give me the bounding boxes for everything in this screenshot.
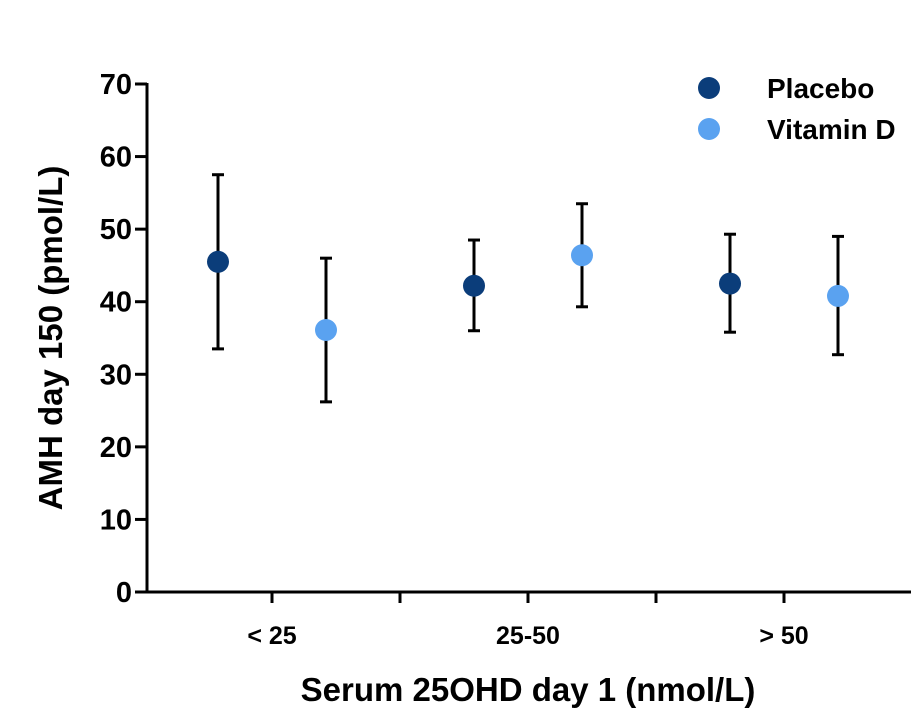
x-tick-label: < 25 (247, 622, 296, 650)
data-point (719, 272, 741, 295)
data-point (827, 284, 849, 307)
y-axis-title: AMH day 150 (pmol/L) (32, 166, 69, 511)
data-point (207, 250, 229, 273)
data-point-group (719, 232, 741, 334)
data-point (571, 244, 593, 267)
y-tick-label: 50 (100, 214, 132, 246)
y-axis: 0 10 20 30 40 50 60 70 (100, 69, 149, 609)
data-point-group (207, 173, 229, 351)
y-tick-label: 20 (100, 432, 132, 464)
data-point (463, 274, 485, 297)
x-axis-title: Serum 25OHD day 1 (nmol/L) (301, 671, 756, 708)
data-point (315, 319, 337, 342)
x-tick-label: > 50 (759, 622, 808, 650)
y-tick-label: 60 (100, 142, 132, 174)
legend-label: Vitamin D (767, 114, 896, 145)
y-tick-label: 30 (100, 359, 132, 391)
data-point-group (315, 256, 337, 404)
y-tick-label: 0 (116, 577, 132, 609)
y-tick-label: 10 (100, 504, 132, 536)
data-point-group (571, 202, 593, 309)
legend-label: Placebo (767, 73, 874, 104)
y-tick-label: 70 (100, 69, 132, 101)
legend-marker (698, 118, 720, 140)
data-point-group (463, 238, 485, 333)
legend-marker (698, 77, 720, 99)
x-tick-label: 25-50 (496, 622, 560, 650)
series-layer (207, 173, 849, 404)
y-tick-label: 40 (100, 287, 132, 319)
legend: Placebo Vitamin D (698, 73, 896, 145)
data-point-group (827, 234, 849, 357)
x-axis: < 25 25-50 > 50 (145, 590, 911, 650)
